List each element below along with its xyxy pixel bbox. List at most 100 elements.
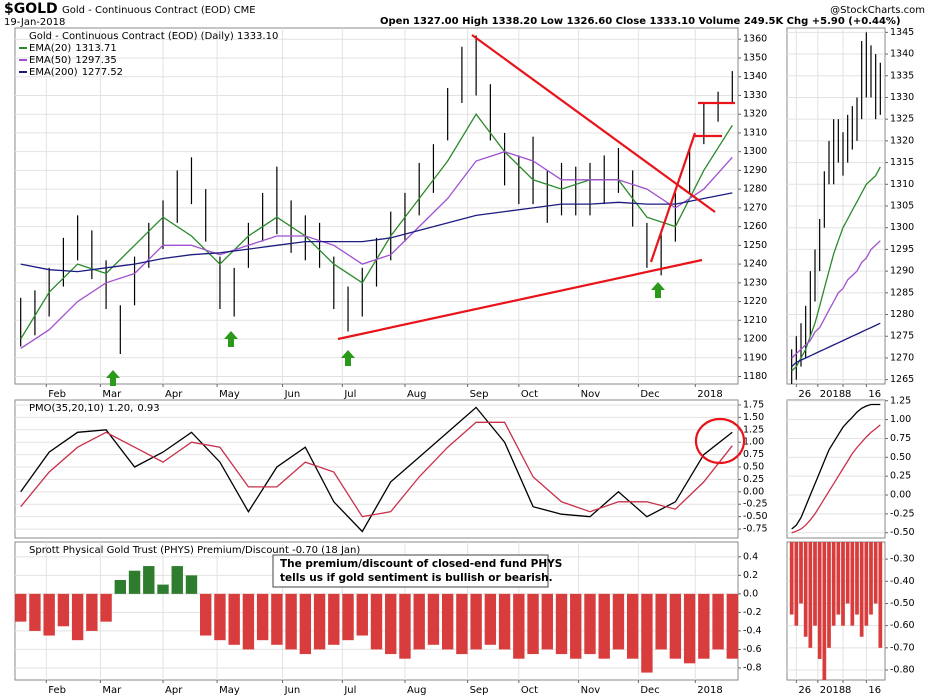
legend-value: 1297.35 (75, 55, 116, 66)
y-tick-label: 1360 (743, 34, 767, 45)
bar (789, 542, 794, 615)
instrument-name: Gold - Continuous Contract (EOD) CME (62, 5, 256, 16)
x-tick-label: Aug (407, 685, 427, 696)
date: 19-Jan-2018 (4, 17, 65, 28)
arrow (224, 331, 238, 347)
bar (669, 593, 682, 659)
bar (441, 593, 454, 650)
y-tick-label: 1330 (743, 90, 767, 101)
x-tick-label: 8 (845, 389, 851, 400)
x-tick-label: Jul (343, 389, 356, 400)
y-tick-label: 1320 (743, 109, 767, 120)
bar (185, 575, 198, 594)
y-tick-label: 1210 (743, 315, 767, 326)
x-tick-label: Oct (521, 389, 538, 400)
y-tick-label: 1290 (890, 266, 914, 277)
x-tick-label: Mar (102, 389, 122, 400)
y-tick-label: 1270 (743, 202, 767, 213)
y-tick-label: 1330 (890, 92, 914, 103)
x-tick-label: 2018 (697, 685, 722, 696)
y-tick-label: 0.25 (890, 471, 911, 482)
bar (228, 593, 240, 645)
bar (71, 593, 84, 641)
bar (873, 542, 878, 604)
y-tick-label: 1230 (743, 277, 767, 288)
ema-line (20, 192, 733, 273)
y-tick-label: -0.8 (743, 662, 762, 673)
annotations (337, 34, 746, 465)
ema-line (20, 151, 733, 349)
legend-value: 1.20, (108, 403, 133, 414)
y-tick-label: 1.75 (743, 399, 764, 410)
y-tick-label: 1260 (743, 221, 767, 232)
y-tick-label: 0.4 (743, 551, 758, 562)
legend-name: EMA(20) (29, 43, 71, 54)
x-tick-label: Jul (343, 685, 356, 696)
panel: -0.75-0.50-0.250.000.250.500.751.001.251… (14, 399, 768, 539)
legend-value: 1313.71 (75, 43, 116, 54)
legend-name: EMA(50) (29, 55, 71, 66)
y-tick-label: -0.30 (890, 554, 915, 565)
y-tick-label: 1265 (890, 374, 914, 385)
highlight-circle (694, 417, 746, 465)
panel-frame (14, 399, 739, 539)
y-tick-label: 1340 (743, 71, 767, 82)
y-tick-label: 1.00 (890, 414, 911, 425)
bar (808, 542, 813, 648)
bar (612, 593, 625, 650)
arrow (651, 282, 665, 298)
arrow (341, 350, 355, 366)
bar (128, 570, 141, 594)
bar (878, 542, 883, 648)
y-tick-label: 1310 (743, 127, 767, 138)
panel: -0.80 -0.70 -0.60 -0.50 -0.40 -0.30 26 2018 8 16 (786, 541, 915, 696)
bar (712, 593, 724, 650)
y-tick-label: 1240 (743, 259, 767, 270)
bar (841, 542, 845, 626)
x-tick-label: 2018 (820, 389, 845, 400)
x-tick-label: Nov (581, 685, 601, 696)
y-tick-label: -0.80 (890, 665, 915, 676)
y-tick-label: 1200 (743, 334, 767, 345)
bar (845, 542, 850, 604)
y-tick-label: 0.00 (743, 486, 764, 497)
arrow (106, 370, 120, 386)
bar (399, 593, 411, 659)
y-tick-label: -0.25 (743, 499, 768, 510)
bar (427, 593, 440, 645)
ema-line (791, 322, 881, 368)
x-tick-label: 16 (868, 685, 881, 696)
bar (584, 593, 596, 655)
y-tick-label: 1220 (743, 296, 767, 307)
bar (214, 593, 226, 641)
watermark: @StockCharts.com (830, 5, 925, 16)
y-tick-label: 1325 (890, 114, 914, 125)
y-tick-label: -0.50 (743, 511, 768, 522)
bar (15, 593, 27, 622)
bar (114, 579, 127, 594)
bar (157, 584, 169, 594)
quote: Open 1327.00 High 1338.20 Low 1326.60 Cl… (380, 16, 901, 27)
y-tick-label: -0.75 (743, 524, 768, 535)
y-tick-label: 0.00 (890, 490, 911, 501)
bar (827, 542, 831, 648)
plot-area (787, 28, 885, 384)
x-tick-label: Jun (284, 389, 301, 400)
plot-area (787, 400, 885, 534)
x-tick-label: Dec (640, 685, 659, 696)
bar (242, 593, 255, 650)
x-tick-label: Mar (102, 685, 122, 696)
x-tick-label: 26 (798, 389, 811, 400)
annotation-text: The premium/discount of closed-end fund … (280, 558, 562, 570)
bar (655, 593, 667, 650)
bar (813, 542, 817, 626)
bar (864, 542, 869, 626)
bar (370, 593, 383, 650)
bar (470, 593, 482, 650)
legend-value: 0.93 (137, 403, 159, 414)
bar (822, 542, 827, 680)
x-tick-label: Sep (470, 685, 489, 696)
panel: 1265 1270 1275 1280 1285 1290 1295 1300 1305 1310… (786, 27, 914, 400)
y-tick-label: 0.25 (743, 474, 764, 485)
y-tick-label: 1310 (890, 179, 914, 190)
